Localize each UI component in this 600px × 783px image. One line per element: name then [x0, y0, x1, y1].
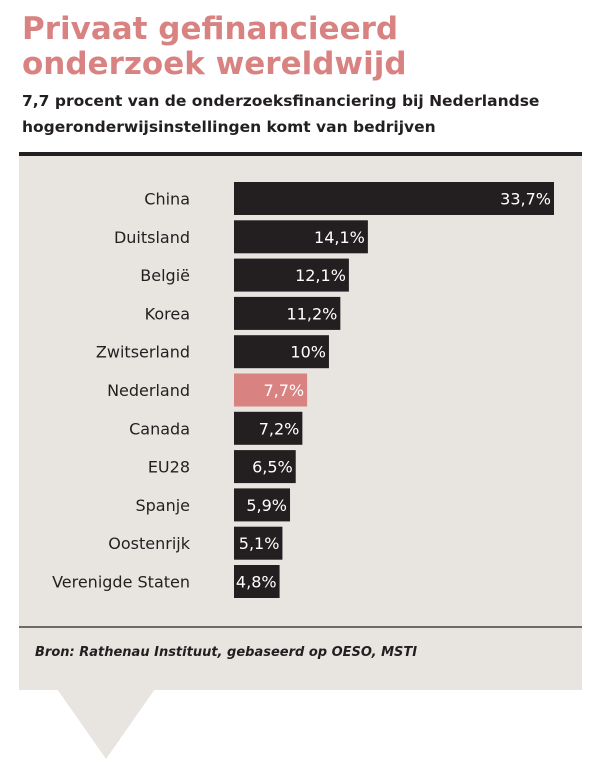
- bar-duitsland: [234, 220, 368, 254]
- chart-subtitle: 7,7 procent van de onderzoeksfinancierin…: [22, 92, 540, 136]
- value-label: 7,2%: [259, 419, 300, 438]
- value-label: 5,1%: [239, 534, 280, 553]
- value-label: 5,9%: [246, 496, 287, 515]
- category-label: Spanje: [135, 496, 190, 515]
- chart-title: Privaat gefinancieerd onderzoek wereldwi…: [22, 11, 407, 82]
- bar-korea: [234, 296, 341, 330]
- value-label: 11,2%: [287, 304, 338, 323]
- category-label: China: [144, 190, 190, 209]
- source-note: Bron: Rathenau Instituut, gebaseerd op O…: [35, 645, 418, 660]
- category-label: EU28: [148, 458, 190, 477]
- value-label: 33,7%: [500, 190, 551, 209]
- bar-nederland: [234, 373, 308, 407]
- category-label: Canada: [129, 419, 190, 438]
- category-label: Korea: [145, 304, 190, 323]
- bar-verenigde-staten: [234, 565, 280, 598]
- panel-pointer: [57, 689, 155, 759]
- bar-chart: China 33,7% Duitsland 14,1% België 12,1% Korea…: [52, 182, 554, 598]
- bar-spanje: [234, 488, 291, 522]
- bar-china: [234, 182, 554, 215]
- value-label: 10%: [290, 343, 326, 362]
- category-label: Duitsland: [114, 228, 190, 247]
- value-label: 6,5%: [252, 458, 293, 477]
- category-label: Zwitserland: [96, 343, 190, 362]
- bar-belgië: [234, 258, 349, 292]
- bar-canada: [234, 411, 303, 445]
- category-label: België: [140, 266, 190, 285]
- category-label: Nederland: [107, 381, 190, 400]
- value-label: 12,1%: [295, 266, 346, 285]
- value-label: 4,8%: [236, 573, 277, 592]
- value-label: 14,1%: [314, 228, 365, 247]
- bar-eu28: [234, 450, 296, 484]
- chart-panel: China 33,7% Duitsland 14,1% België 12,1% Korea…: [19, 152, 582, 690]
- category-label: Verenigde Staten: [52, 573, 190, 592]
- category-label: Oostenrijk: [108, 534, 190, 553]
- source-divider: [19, 626, 582, 628]
- bar-zwitserland: [234, 335, 329, 369]
- value-label: 7,7%: [263, 381, 304, 400]
- bar-oostenrijk: [234, 526, 283, 560]
